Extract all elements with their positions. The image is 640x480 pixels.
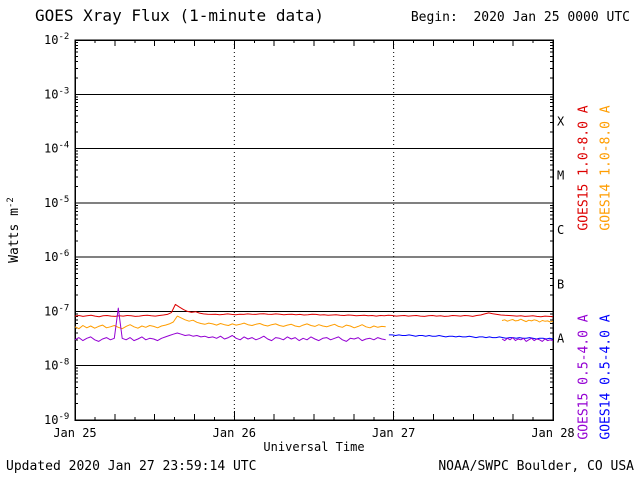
series-line-1 — [74, 315, 386, 330]
y-tick-label: 10-9 — [44, 412, 69, 427]
y-tick-label: 10-7 — [44, 303, 69, 318]
flare-class-letter: C — [557, 223, 564, 237]
y-tick-label: 10-6 — [44, 249, 69, 264]
x-tick-label: Jan 26 — [213, 426, 256, 440]
flare-class-letter: A — [557, 332, 565, 346]
y-tick-label: 10-3 — [44, 86, 69, 101]
y-axis-title-base: Watts m — [7, 208, 23, 263]
chart-title: GOES Xray Flux (1-minute data) — [35, 6, 324, 25]
y-tick-label: 10-8 — [44, 358, 69, 373]
series-line-0 — [74, 303, 554, 318]
series-line-3 — [74, 307, 386, 342]
x-tick-label: Jan 28 — [531, 426, 574, 440]
y-tick-label: 10-5 — [44, 195, 69, 210]
y-tick-label: 10-2 — [44, 32, 69, 47]
plot-frame — [74, 39, 554, 421]
legend-goes14-long-channel: GOES14 1.0-8.0 A — [598, 105, 614, 231]
series-line-3 — [501, 337, 554, 342]
series-line-1 — [501, 318, 554, 323]
credit-label: NOAA/SWPC Boulder, CO USA — [438, 459, 634, 474]
y-tick-label: 10-4 — [44, 141, 69, 156]
flare-class-letter: M — [557, 169, 564, 183]
series-line-2 — [388, 334, 554, 340]
x-tick-label: Jan 27 — [372, 426, 415, 440]
begin-time-label: Begin: 2020 Jan 25 0000 UTC — [410, 10, 630, 25]
y-axis-title: Watts m-2 — [6, 197, 22, 263]
flare-class-letter: B — [557, 277, 564, 291]
legend-goes15-long-channel: GOES15 1.0-8.0 A — [576, 105, 592, 231]
x-tick-label: Jan 25 — [53, 426, 96, 440]
legend-goes15-short-channel: GOES15 0.5-4.0 A — [576, 314, 592, 440]
flare-class-letter: X — [557, 114, 565, 128]
updated-timestamp-label: Updated 2020 Jan 27 23:59:14 UTC — [6, 459, 257, 474]
legend-goes14-short-channel: GOES14 0.5-4.0 A — [598, 314, 614, 440]
x-axis-title: Universal Time — [263, 440, 365, 454]
y-axis-title-exponent: -2 — [5, 197, 16, 209]
